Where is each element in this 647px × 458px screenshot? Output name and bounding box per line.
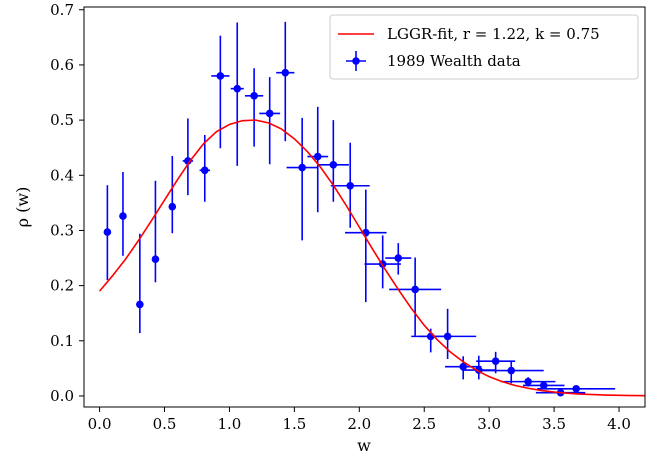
data-marker [298, 163, 306, 172]
data-marker [151, 255, 160, 263]
data-point [317, 120, 349, 202]
data-marker [443, 332, 452, 341]
data-marker [281, 68, 290, 77]
y-tick-label: 0.4 [50, 166, 74, 184]
plot-frame [83, 6, 646, 408]
x-tick-label: 1.5 [282, 415, 306, 433]
fit-line [98, 119, 646, 397]
data-marker [394, 254, 403, 262]
data-marker [491, 357, 500, 366]
data-point [307, 106, 329, 213]
data-point [537, 384, 616, 393]
data-marker [346, 181, 355, 190]
data-marker [136, 300, 144, 309]
data-point [345, 189, 387, 303]
data-point [168, 155, 177, 234]
data-point [103, 185, 112, 281]
data-point [151, 180, 160, 283]
data-marker [233, 84, 242, 93]
x-tick-label: 1.0 [218, 415, 242, 433]
y-tick-label: 0.5 [50, 111, 74, 129]
data-marker [250, 92, 258, 100]
legend-label-fit: LGGR-fit, r = 1.22, k = 0.75 [387, 25, 600, 43]
data-marker [103, 228, 112, 236]
x-tick-label: 0.0 [88, 415, 112, 433]
data-point [385, 243, 412, 275]
data-marker [459, 362, 467, 371]
data-marker [411, 285, 419, 294]
data-point [276, 21, 295, 142]
data-point [230, 22, 244, 166]
data-marker [168, 202, 177, 211]
data-marker [572, 384, 580, 393]
data-marker [200, 166, 209, 175]
data-point [245, 68, 264, 147]
y-tick-label: 0.7 [50, 1, 74, 19]
x-tick-label: 4.0 [607, 415, 631, 433]
data-point [419, 308, 477, 359]
data-point [478, 360, 544, 384]
data-point [119, 171, 127, 256]
y-tick-label: 0.2 [50, 277, 74, 295]
data-marker [507, 366, 516, 375]
data-point [182, 118, 194, 196]
y-axis-title: ρ (w) [13, 187, 32, 228]
x-tick-label: 2.5 [412, 415, 436, 433]
data-marker [119, 212, 127, 220]
data-point [476, 351, 516, 374]
legend-marker-swatch [346, 51, 366, 71]
data-marker [524, 377, 532, 386]
x-tick-label: 3.0 [477, 415, 501, 433]
x-axis-title: w [357, 436, 371, 455]
y-tick-label: 0.1 [50, 332, 74, 350]
data-point [445, 356, 482, 380]
plot-content [98, 21, 646, 397]
legend: LGGR-fit, r = 1.22, k = 0.75 1989 Wealth… [329, 14, 639, 80]
axes: 0.0 0.5 1.0 1.5 2.0 2.5 3.0 3.5 4.0 0.0 0.1 0.2 0.3 0… [50, 1, 631, 433]
legend-label-data: 1989 Wealth data [387, 52, 521, 70]
x-tick-label: 2.0 [347, 415, 371, 433]
data-marker [539, 381, 548, 390]
data-marker [216, 72, 225, 80]
y-tick-label: 0.6 [50, 56, 74, 74]
data-point [136, 233, 144, 334]
data-point [259, 77, 281, 165]
data-point [199, 135, 210, 202]
data-point [461, 355, 496, 380]
data-point [286, 117, 318, 241]
data-marker [313, 152, 322, 161]
data-point [211, 35, 230, 149]
y-tick-label: 0.3 [50, 221, 74, 239]
data-point [389, 257, 442, 336]
y-tick-label: 0.0 [50, 387, 74, 405]
x-tick-label: 0.5 [153, 415, 177, 433]
legend-box [329, 14, 639, 80]
x-tick-label: 3.5 [542, 415, 566, 433]
data-marker [329, 160, 338, 169]
data-point [330, 142, 370, 228]
data-point [522, 381, 565, 390]
data-marker [265, 109, 274, 118]
